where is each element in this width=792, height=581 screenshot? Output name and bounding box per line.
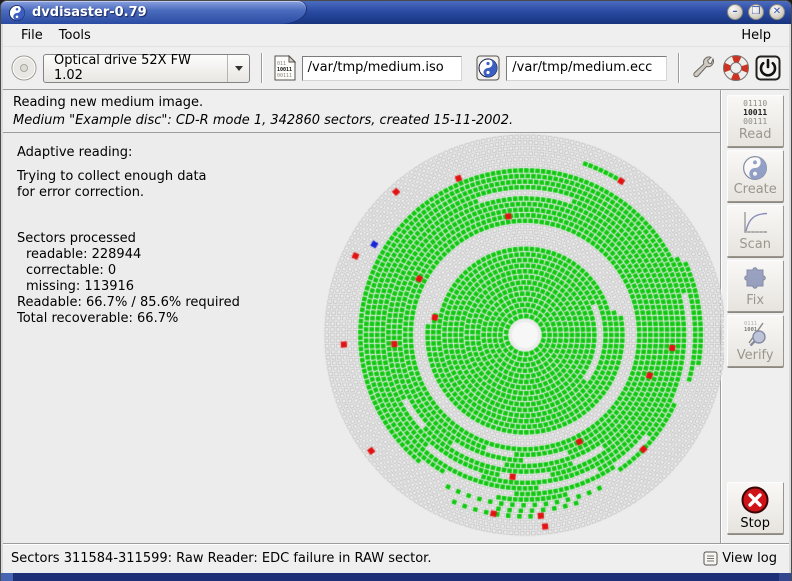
view-log-label: View log bbox=[722, 551, 777, 566]
verify-magnifier-icon: 0111 1001 bbox=[744, 321, 766, 347]
close-icon: ✕ bbox=[772, 6, 782, 17]
toolbar-separator bbox=[260, 53, 263, 83]
create-button[interactable]: Create bbox=[726, 150, 784, 202]
reading-desc-line2: for error correction. bbox=[17, 185, 145, 200]
toolbar-separator bbox=[677, 53, 680, 83]
stop-label: Stop bbox=[740, 516, 770, 531]
ecc-path-field[interactable]: /var/tmp/medium.ecc bbox=[506, 55, 667, 81]
sectors-processed-header: Sectors processed bbox=[17, 231, 136, 246]
recoverable-percentage: Total recoverable: 66.7% bbox=[17, 311, 179, 326]
quit-power-icon[interactable] bbox=[755, 55, 781, 81]
fix-puzzle-icon bbox=[744, 267, 766, 289]
verify-button[interactable]: 0111 1001 Verify bbox=[726, 315, 784, 367]
status-message: Sectors 311584-311599: Raw Reader: EDC f… bbox=[11, 551, 432, 566]
read-button[interactable]: 01110 10011 00111 Read bbox=[726, 95, 784, 147]
svg-text:10011: 10011 bbox=[277, 67, 292, 73]
fix-label: Fix bbox=[746, 293, 765, 308]
optical-drive-icon bbox=[11, 55, 37, 81]
main-content: Adaptive reading: Trying to collect enou… bbox=[3, 133, 724, 543]
preferences-wrench-icon[interactable] bbox=[691, 55, 717, 81]
status-heading: Reading new medium image. Medium "Exampl… bbox=[3, 90, 721, 133]
menu-help[interactable]: Help bbox=[741, 27, 771, 43]
reading-info-panel: Adaptive reading: Trying to collect enou… bbox=[17, 145, 317, 327]
create-label: Create bbox=[733, 182, 777, 197]
reading-mode-label: Adaptive reading: bbox=[17, 145, 133, 160]
title-bar[interactable]: dvdisaster-0.79 – ❒ ✕ bbox=[1, 1, 791, 24]
status-bar: Sectors 311584-311599: Raw Reader: EDC f… bbox=[3, 543, 789, 573]
missing-count: missing: 113916 bbox=[26, 279, 135, 294]
svg-text:0111: 0111 bbox=[744, 321, 757, 327]
menu-tools[interactable]: Tools bbox=[58, 27, 91, 43]
title-tab: dvdisaster-0.79 bbox=[1, 1, 306, 24]
action-sidebar: 01110 10011 00111 Read Create bbox=[720, 90, 789, 543]
minimize-icon: – bbox=[732, 6, 738, 17]
app-logo-yinyang-icon bbox=[9, 4, 25, 21]
correctable-count: correctable: 0 bbox=[26, 263, 117, 278]
log-list-icon bbox=[703, 551, 718, 566]
window-bottom-border bbox=[1, 573, 791, 581]
iso-path-field[interactable]: /var/tmp/medium.iso bbox=[301, 55, 463, 81]
medium-info-line: Medium "Example disc": CD-R mode 1, 3428… bbox=[13, 113, 514, 128]
scan-button[interactable]: Scan bbox=[726, 205, 784, 257]
help-lifebelt-icon[interactable] bbox=[722, 55, 749, 81]
toolbar: Optical drive 52X FW 1.02 011 10011 0011… bbox=[3, 47, 789, 90]
maximize-icon: ❒ bbox=[751, 6, 761, 17]
readable-percentage: Readable: 66.7% / 85.6% required bbox=[17, 295, 240, 310]
readable-count: readable: 228944 bbox=[26, 247, 142, 262]
minimize-button[interactable]: – bbox=[727, 4, 743, 20]
stop-icon bbox=[741, 486, 769, 514]
status-heading-line1: Reading new medium image. bbox=[13, 95, 204, 110]
ecc-file-icon bbox=[476, 55, 500, 81]
scan-label: Scan bbox=[739, 237, 771, 252]
svg-text:011: 011 bbox=[277, 61, 286, 67]
read-icon: 01110 bbox=[743, 99, 768, 108]
fix-button[interactable]: Fix bbox=[726, 260, 784, 312]
stop-button[interactable]: Stop bbox=[726, 482, 784, 534]
read-label: Read bbox=[738, 127, 772, 142]
scan-graph-icon bbox=[744, 212, 768, 233]
disc-sector-visualization bbox=[313, 133, 724, 539]
close-button[interactable]: ✕ bbox=[769, 4, 785, 20]
svg-text:1001: 1001 bbox=[744, 327, 758, 333]
menu-bar: File Tools Help bbox=[3, 24, 789, 47]
drive-selector[interactable]: Optical drive 52X FW 1.02 bbox=[43, 53, 250, 83]
view-log-button[interactable]: View log bbox=[699, 549, 781, 568]
chevron-down-icon bbox=[234, 65, 243, 71]
reading-desc-line1: Trying to collect enough data bbox=[17, 169, 207, 184]
verify-label: Verify bbox=[736, 348, 774, 363]
drive-selector-value: Optical drive 52X FW 1.02 bbox=[54, 53, 191, 83]
iso-image-file-icon: 011 10011 00111 bbox=[274, 55, 296, 81]
svg-text:00111: 00111 bbox=[277, 73, 292, 79]
create-yinyang-icon bbox=[743, 156, 768, 180]
window-title: dvdisaster-0.79 bbox=[32, 5, 147, 20]
maximize-button[interactable]: ❒ bbox=[748, 4, 764, 20]
menu-file[interactable]: File bbox=[21, 27, 43, 43]
